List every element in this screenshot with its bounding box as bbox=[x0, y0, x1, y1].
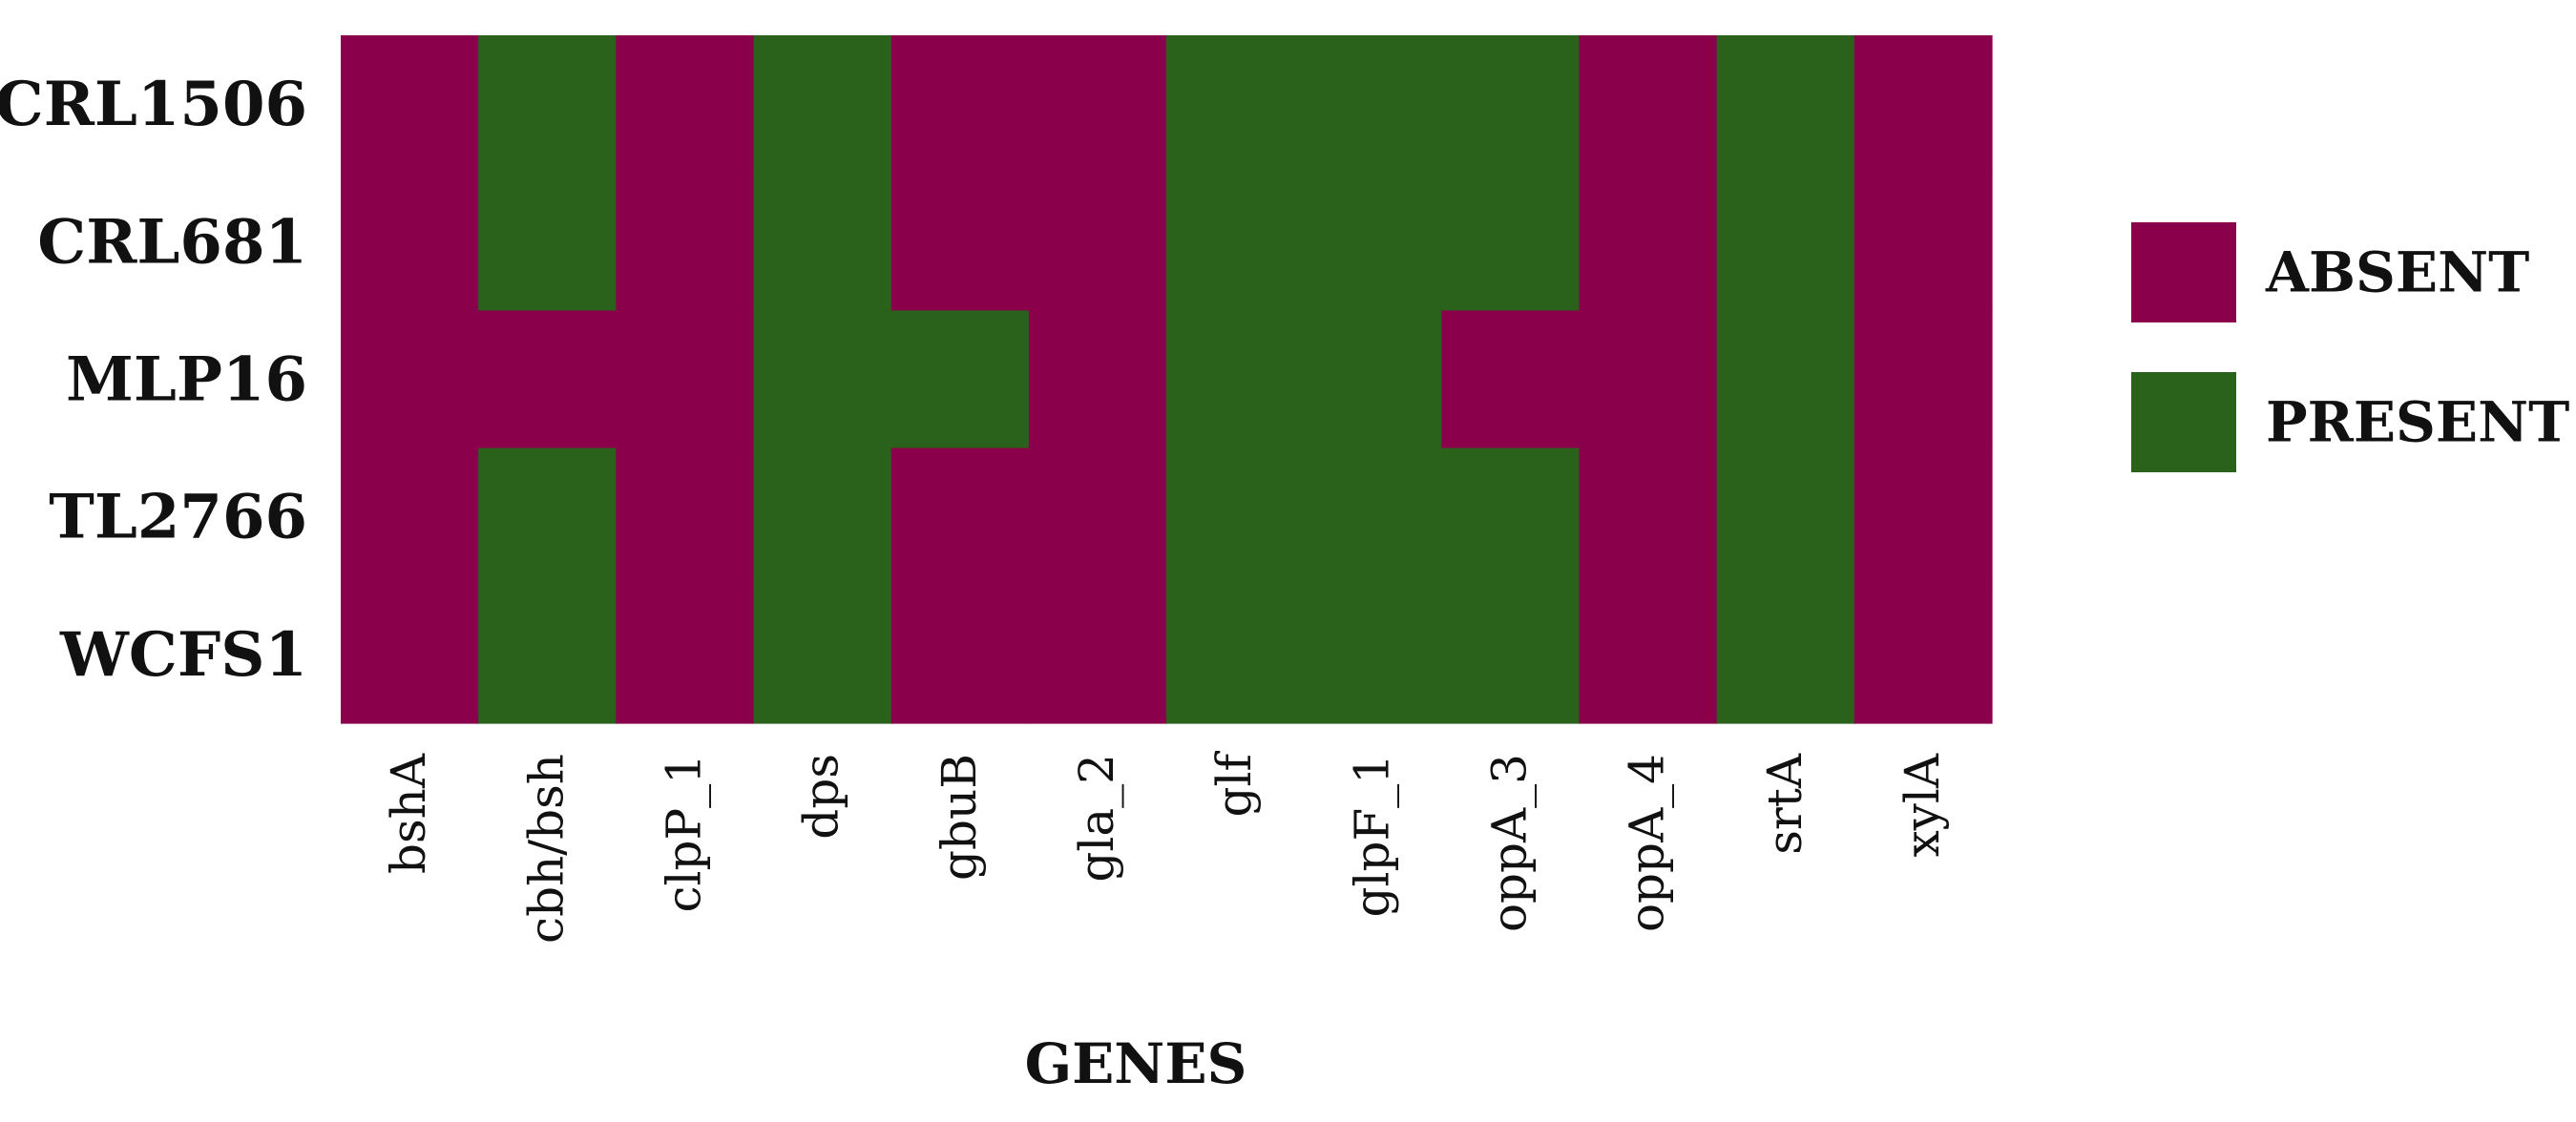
legend-label: PRESENT bbox=[2266, 390, 2569, 455]
heatmap-cell bbox=[890, 310, 1030, 449]
row-label: MLP16 bbox=[66, 344, 307, 416]
heatmap-cell bbox=[341, 447, 479, 587]
row-label: CRL681 bbox=[37, 206, 307, 278]
heatmap-cell bbox=[1579, 173, 1718, 311]
heatmap-cell bbox=[753, 447, 892, 587]
heatmap-cell bbox=[1304, 585, 1442, 724]
heatmap-cell bbox=[1579, 35, 1718, 174]
heatmap-cell bbox=[1441, 585, 1581, 724]
heatmap-cell bbox=[1853, 35, 1993, 174]
heatmap-cell bbox=[753, 310, 892, 449]
column-label: cbh/bsh bbox=[518, 754, 574, 944]
heatmap-cell bbox=[616, 310, 755, 449]
column-labels: bshA cbh/bsh clpP_1 dps gbuB gla_2 glf glpF_1 op… bbox=[381, 751, 1950, 944]
heatmap-cell bbox=[1853, 447, 1993, 587]
heatmap-cell bbox=[1716, 310, 1855, 449]
heatmap-cell bbox=[478, 447, 617, 587]
legend-label: ABSENT bbox=[2265, 240, 2529, 305]
heatmap-cell bbox=[1166, 35, 1305, 174]
heatmap-cell bbox=[1441, 35, 1581, 174]
heatmap-cell bbox=[753, 173, 892, 311]
column-label: gla_2 bbox=[1069, 754, 1124, 883]
heatmap-cell bbox=[890, 35, 1030, 174]
heatmap-cell bbox=[1716, 35, 1855, 174]
heatmap-cell bbox=[341, 585, 479, 724]
heatmap-cell bbox=[890, 447, 1030, 587]
row-label: CRL1506 bbox=[0, 69, 307, 140]
heatmap-cell bbox=[616, 585, 755, 724]
column-label: gbuB bbox=[932, 754, 987, 881]
heatmap-cell bbox=[1853, 173, 1993, 311]
heatmap-cell bbox=[753, 35, 892, 174]
heatmap-cell bbox=[1028, 585, 1167, 724]
heatmap-cell bbox=[1166, 173, 1305, 311]
heatmap-cell bbox=[616, 173, 755, 311]
heatmap-cell bbox=[753, 585, 892, 724]
heatmap-cell bbox=[478, 35, 617, 174]
legend-swatch bbox=[2131, 222, 2236, 322]
heatmap-cell bbox=[890, 585, 1030, 724]
column-label: clpP_1 bbox=[656, 754, 711, 912]
heatmap-cell bbox=[1028, 310, 1167, 449]
heatmap-cell bbox=[1716, 585, 1855, 724]
row-label: WCFS1 bbox=[59, 619, 307, 691]
heatmap-cell bbox=[1579, 447, 1718, 587]
heatmap-cell bbox=[478, 585, 617, 724]
heatmap-cell bbox=[478, 310, 617, 449]
column-label: glpF_1 bbox=[1344, 754, 1399, 918]
column-label: xylA bbox=[1895, 753, 1950, 857]
heatmap-cell bbox=[1441, 173, 1581, 311]
heatmap-cell bbox=[1304, 310, 1442, 449]
heatmap-cell bbox=[1579, 310, 1718, 449]
heatmap-cell bbox=[1716, 173, 1855, 311]
row-labels: CRL1506 CRL681 MLP16 TL2766 WCFS1 bbox=[0, 69, 307, 691]
heatmap-cell bbox=[1853, 585, 1993, 724]
heatmap-cell bbox=[1166, 447, 1305, 587]
column-label: dps bbox=[794, 754, 849, 840]
column-label: srtA bbox=[1757, 753, 1812, 855]
heatmap-cell bbox=[1304, 447, 1442, 587]
heatmap-cell bbox=[1304, 173, 1442, 311]
column-label: oppA_3 bbox=[1481, 754, 1537, 932]
heatmap-cell bbox=[1304, 35, 1442, 174]
heatmap-cell bbox=[1166, 310, 1305, 449]
heatmap-cell bbox=[890, 173, 1030, 311]
heatmap-cell bbox=[1716, 447, 1855, 587]
heatmap-cell bbox=[616, 447, 755, 587]
heatmap-cell bbox=[1166, 585, 1305, 724]
heatmap-cell bbox=[341, 35, 479, 174]
heatmap-cell bbox=[1579, 585, 1718, 724]
heatmap-cell bbox=[1028, 447, 1167, 587]
x-axis-title: GENES bbox=[1025, 1031, 1247, 1096]
column-label: glf bbox=[1206, 751, 1262, 818]
legend: ABSENT PRESENT bbox=[2131, 222, 2569, 472]
heatmap-cell bbox=[1853, 310, 1993, 449]
heatmap-cell bbox=[1028, 35, 1167, 174]
column-label: bshA bbox=[381, 753, 436, 874]
legend-swatch bbox=[2131, 372, 2236, 472]
heatmap-cell bbox=[1028, 173, 1167, 311]
heatmap-cell bbox=[478, 173, 617, 311]
column-label: oppA_4 bbox=[1620, 754, 1675, 932]
heatmap-cell bbox=[1441, 310, 1581, 449]
heatmap-cell bbox=[1441, 447, 1581, 587]
heatmap-cell bbox=[341, 173, 479, 311]
heatmap-cell bbox=[616, 35, 755, 174]
row-label: TL2766 bbox=[49, 482, 307, 553]
heatmap-cells bbox=[341, 35, 1993, 724]
heatmap-cell bbox=[341, 310, 479, 449]
